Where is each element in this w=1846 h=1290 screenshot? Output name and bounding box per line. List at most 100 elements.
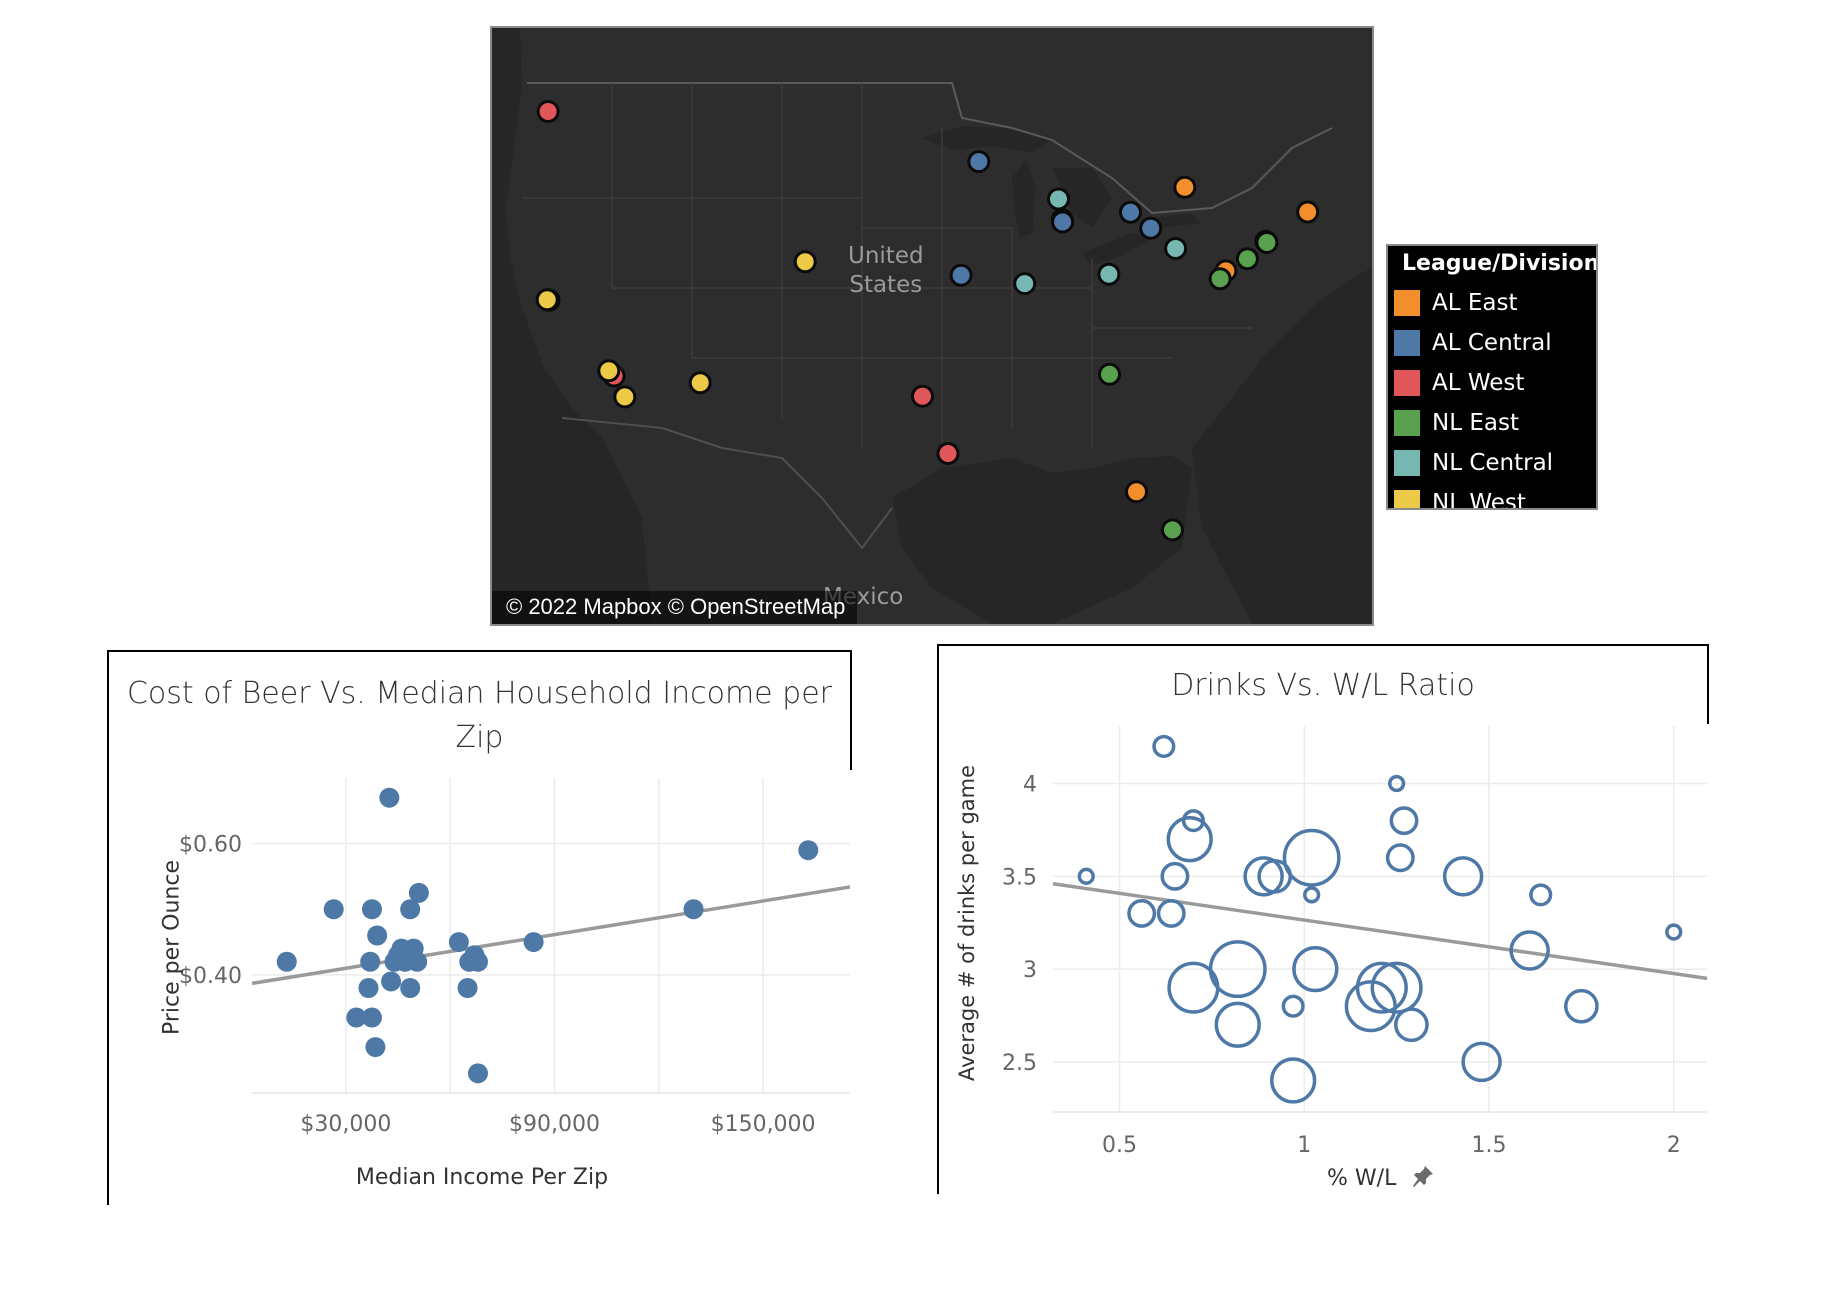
data-point[interactable] [367, 925, 388, 946]
panel-border-right [1707, 644, 1709, 724]
team-marker[interactable] [597, 359, 621, 383]
data-point[interactable] [276, 951, 297, 972]
data-point[interactable] [1281, 994, 1305, 1018]
data-point[interactable] [361, 899, 382, 920]
team-marker[interactable] [1164, 237, 1188, 260]
legend-swatch [1394, 410, 1420, 436]
data-point[interactable] [1387, 774, 1406, 793]
lake-michigan [1012, 158, 1036, 238]
data-point[interactable] [1461, 1041, 1502, 1083]
data-point[interactable] [1160, 861, 1190, 891]
data-point[interactable] [1370, 961, 1423, 1014]
data-point[interactable] [407, 951, 428, 972]
data-point[interactable] [365, 1037, 386, 1058]
data-point[interactable] [360, 951, 381, 972]
data-point[interactable] [1665, 923, 1683, 941]
team-marker[interactable] [536, 100, 560, 123]
data-point[interactable] [683, 899, 704, 920]
data-point[interactable] [1509, 930, 1550, 971]
beer-vs-income-chart[interactable]: Cost of Beer Vs. Median Household Income… [107, 650, 852, 1205]
drinks-vs-wl-chart[interactable]: Drinks Vs. W/L Ratio 0.5 1 1.5 2 2.5 3 3.5 4 % … [937, 644, 1709, 1194]
legend-item[interactable]: NL East [1388, 403, 1596, 443]
team-marker[interactable] [1255, 231, 1279, 254]
y-tick-label: $0.60 [179, 833, 242, 858]
team-marker[interactable] [535, 288, 559, 312]
data-point[interactable] [1302, 886, 1321, 904]
legend-item[interactable]: AL Central [1388, 323, 1596, 363]
x-tick-label: 2 [1667, 1133, 1681, 1158]
data-point[interactable] [798, 840, 819, 861]
data-point[interactable] [1564, 988, 1599, 1024]
team-marker[interactable] [1296, 200, 1320, 224]
team-marker[interactable] [967, 150, 991, 174]
data-point[interactable] [1385, 843, 1415, 873]
data-point[interactable] [1166, 816, 1213, 863]
data-point[interactable] [400, 899, 421, 920]
drinks-scatter-plot[interactable]: 0.5 1 1.5 2 2.5 3 3.5 4 [937, 644, 1709, 1194]
gulf-of-mexico [892, 456, 1192, 624]
team-marker[interactable] [1097, 262, 1121, 286]
legend-item[interactable]: AL East [1388, 283, 1596, 323]
team-marker[interactable] [1047, 187, 1070, 211]
map-attribution[interactable]: © 2022 Mapbox © OpenStreetMap [492, 591, 858, 624]
legend-item[interactable]: AL West [1388, 363, 1596, 403]
beer-scatter-plot[interactable]: $30,000 $90,000 $150,000 $0.60 $0.40 [107, 650, 852, 1205]
data-point[interactable] [400, 978, 421, 998]
y-tick-label: 3.5 [1002, 865, 1037, 890]
data-point[interactable] [1156, 898, 1186, 928]
data-point[interactable] [1152, 734, 1176, 758]
data-point[interactable] [408, 882, 429, 903]
data-point[interactable] [1270, 1057, 1317, 1104]
legend-item[interactable]: NL West [1388, 483, 1596, 508]
data-point[interactable] [457, 978, 478, 998]
data-point[interactable] [467, 1063, 488, 1084]
data-point[interactable] [1282, 828, 1341, 887]
data-point[interactable] [1389, 806, 1419, 836]
legend-swatch [1394, 450, 1420, 476]
data-point[interactable] [523, 932, 544, 953]
team-marker[interactable] [1235, 247, 1259, 271]
data-point[interactable] [361, 1007, 382, 1028]
drinks-y-axis-title: Average # of drinks per game [955, 764, 979, 1082]
data-point[interactable] [467, 951, 488, 972]
data-point[interactable] [1442, 856, 1484, 897]
data-point[interactable] [1292, 945, 1339, 993]
team-map[interactable]: United States Mexico © 2022 Mapbox © Ope… [490, 26, 1374, 626]
team-marker[interactable] [1051, 210, 1075, 234]
data-point[interactable] [1243, 856, 1284, 897]
team-marker[interactable] [949, 263, 973, 287]
team-marker[interactable] [1098, 362, 1121, 386]
data-point[interactable] [323, 899, 344, 920]
team-marker[interactable] [1161, 518, 1184, 542]
data-point[interactable] [381, 971, 402, 992]
beer-x-axis-title: Median Income Per Zip [355, 1165, 609, 1190]
data-point[interactable] [379, 787, 400, 808]
team-marker[interactable] [1125, 480, 1148, 504]
data-point[interactable] [1208, 940, 1267, 999]
x-tick-label: $150,000 [711, 1112, 816, 1137]
team-marker[interactable] [936, 442, 960, 465]
map-canvas[interactable] [492, 28, 1372, 624]
data-point[interactable] [448, 932, 469, 953]
data-point[interactable] [1394, 1007, 1429, 1043]
legend-item[interactable]: NL Central [1388, 443, 1596, 483]
data-point[interactable] [1214, 1001, 1261, 1048]
team-marker[interactable] [1173, 175, 1197, 199]
team-marker[interactable] [793, 250, 817, 274]
team-marker[interactable] [1139, 216, 1163, 240]
legend-label: NL East [1432, 410, 1519, 436]
data-point[interactable] [1529, 883, 1553, 907]
data-point[interactable] [1077, 867, 1095, 885]
team-marker[interactable] [911, 384, 934, 408]
team-marker[interactable] [613, 385, 637, 409]
team-marker[interactable] [688, 371, 712, 395]
data-point[interactable] [346, 1007, 367, 1028]
team-marker[interactable] [1208, 267, 1232, 291]
team-marker[interactable] [1119, 200, 1142, 224]
data-point[interactable] [358, 978, 379, 998]
division-legend[interactable]: League/Division AL East AL Central AL West… [1386, 244, 1598, 510]
data-point[interactable] [1355, 961, 1408, 1014]
team-marker[interactable] [1013, 272, 1037, 296]
pin-icon[interactable] [1411, 1164, 1435, 1194]
data-point[interactable] [1127, 898, 1157, 928]
